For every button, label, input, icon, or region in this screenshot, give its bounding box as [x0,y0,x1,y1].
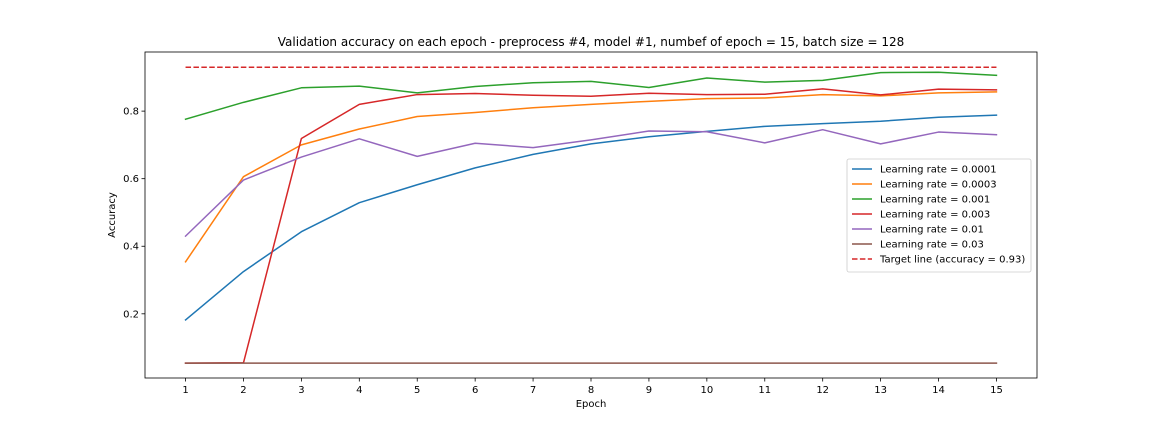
x-tick-label: 5 [414,385,420,396]
x-tick-label: 11 [758,385,771,396]
legend-label-2: Learning rate = 0.0003 [880,180,997,191]
x-tick-label: 3 [298,385,304,396]
x-tick-label: 15 [990,385,1003,396]
legend-label-7: Target line (accuracy = 0.93) [879,255,1025,266]
x-axis-label: Epoch [576,399,607,410]
x-tick-label: 14 [932,385,945,396]
legend-label-4: Learning rate = 0.003 [880,210,990,221]
y-tick-label: 0.2 [123,309,139,320]
y-axis-label: Accuracy [107,192,118,238]
legend: Learning rate = 0.0001 Learning rate = 0.… [846,158,1032,273]
series-line-3 [184,71,998,121]
x-tick-label: 12 [816,385,829,396]
series-line-5 [184,128,998,238]
plot-area: 1 2 3 4 5 6 7 8 9 10 11 12 13 14 150.20.40.60.8 [123,51,1038,396]
x-tick-label: 9 [646,385,652,396]
legend-label-6: Learning rate = 0.03 [880,240,984,251]
chart-title: Validation accuracy on each epoch - prep… [278,35,904,49]
legend-label-5: Learning rate = 0.01 [880,225,984,236]
legend-label-1: Learning rate = 0.0001 [880,165,997,176]
y-tick-label: 0.4 [123,242,139,253]
x-tick-label: 8 [588,385,594,396]
x-tick-label: 10 [700,385,713,396]
series-line-4 [184,88,998,364]
x-tick-label: 1 [182,385,188,396]
x-tick-label: 2 [240,385,246,396]
x-tick-label: 7 [530,385,536,396]
legend-label-3: Learning rate = 0.001 [880,195,990,206]
y-tick-label: 0.6 [123,174,139,185]
legend-box [846,158,1032,273]
series-line-1 [184,114,998,321]
x-tick-label: 6 [472,385,478,396]
x-tick-label: 4 [356,385,362,396]
series-line-2 [184,91,998,263]
y-tick-label: 0.8 [123,107,139,118]
x-tick-label: 13 [874,385,887,396]
